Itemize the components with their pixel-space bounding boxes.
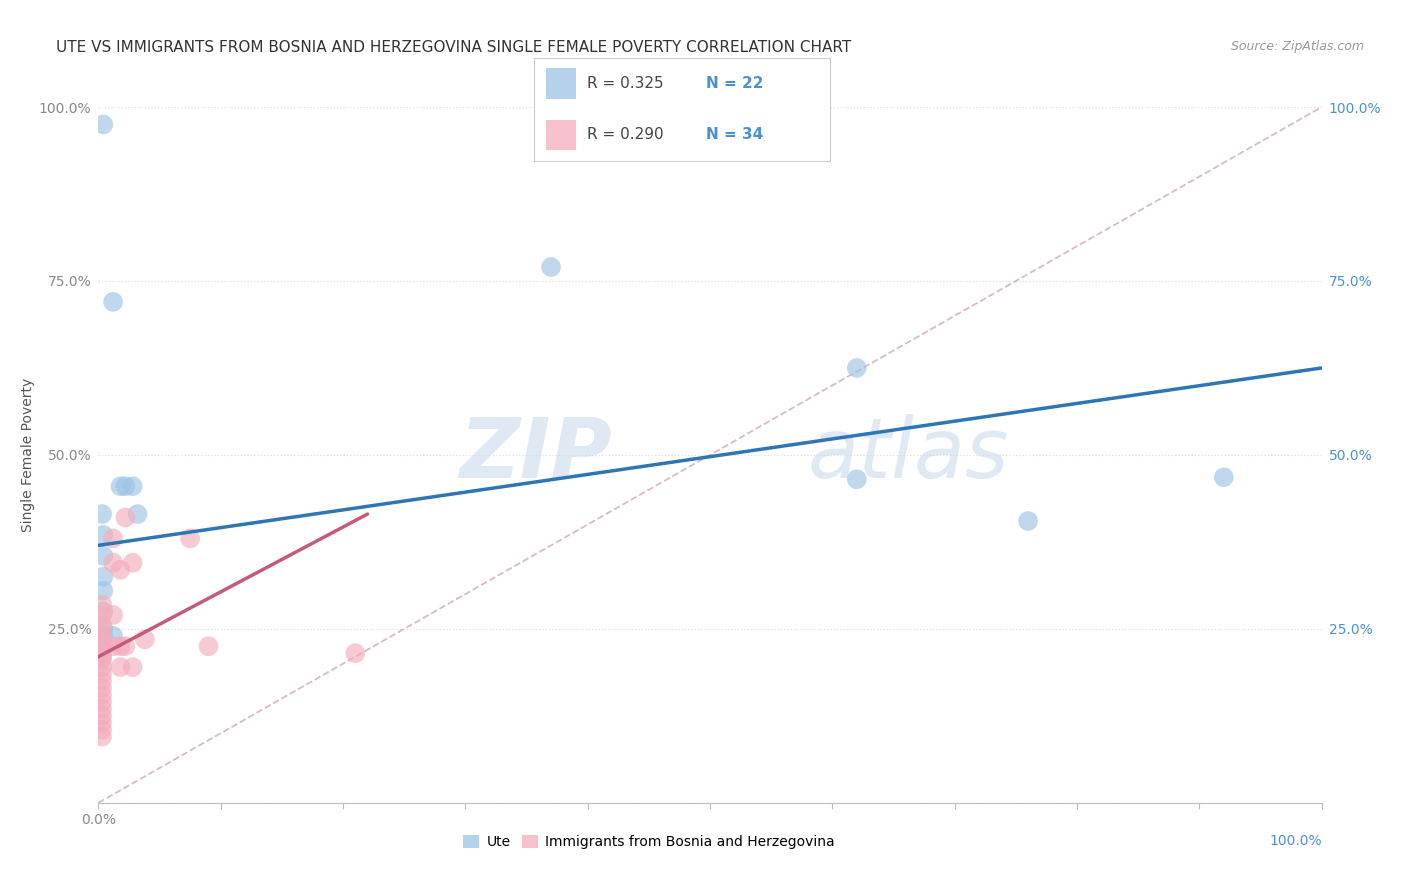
Point bbox=[91, 642, 114, 657]
Point bbox=[91, 681, 114, 695]
Legend: Ute, Immigrants from Bosnia and Herzegovina: Ute, Immigrants from Bosnia and Herzegov… bbox=[457, 830, 841, 855]
Point bbox=[845, 360, 868, 375]
Text: N = 34: N = 34 bbox=[706, 128, 763, 143]
Point bbox=[540, 260, 562, 274]
Point bbox=[197, 639, 219, 653]
Point bbox=[91, 605, 114, 619]
Point bbox=[91, 646, 114, 660]
Point bbox=[91, 625, 114, 640]
Point bbox=[114, 639, 136, 653]
Text: R = 0.290: R = 0.290 bbox=[588, 128, 664, 143]
Point bbox=[1017, 514, 1039, 528]
Point bbox=[101, 532, 124, 546]
Point bbox=[91, 688, 114, 702]
Point bbox=[91, 702, 114, 716]
FancyBboxPatch shape bbox=[546, 120, 575, 150]
Point bbox=[91, 653, 114, 667]
Point bbox=[121, 556, 143, 570]
Point bbox=[101, 629, 124, 643]
Text: N = 22: N = 22 bbox=[706, 76, 763, 91]
Point bbox=[91, 715, 114, 730]
Point bbox=[91, 598, 114, 612]
Point bbox=[101, 639, 124, 653]
Text: ZIP: ZIP bbox=[460, 415, 612, 495]
Point bbox=[344, 646, 367, 660]
Point bbox=[91, 507, 114, 521]
Point bbox=[91, 570, 114, 584]
Point bbox=[91, 667, 114, 681]
FancyBboxPatch shape bbox=[546, 69, 575, 99]
Point bbox=[121, 479, 143, 493]
Point bbox=[91, 723, 114, 737]
Point bbox=[91, 629, 114, 643]
Text: atlas: atlas bbox=[808, 415, 1010, 495]
Y-axis label: Single Female Poverty: Single Female Poverty bbox=[21, 378, 35, 532]
Text: 100.0%: 100.0% bbox=[1270, 834, 1322, 848]
Text: R = 0.325: R = 0.325 bbox=[588, 76, 664, 91]
Point bbox=[91, 639, 114, 653]
Point bbox=[101, 556, 124, 570]
Point bbox=[91, 695, 114, 709]
Point bbox=[91, 730, 114, 744]
Point bbox=[845, 472, 868, 486]
Point bbox=[127, 507, 149, 521]
Point bbox=[110, 563, 132, 577]
Point bbox=[114, 510, 136, 524]
Point bbox=[91, 528, 114, 542]
Point bbox=[114, 479, 136, 493]
Text: UTE VS IMMIGRANTS FROM BOSNIA AND HERZEGOVINA SINGLE FEMALE POVERTY CORRELATION : UTE VS IMMIGRANTS FROM BOSNIA AND HERZEG… bbox=[56, 40, 852, 55]
Point bbox=[134, 632, 156, 647]
Point bbox=[110, 639, 132, 653]
Point bbox=[101, 294, 124, 309]
Point bbox=[91, 674, 114, 689]
Point bbox=[91, 708, 114, 723]
Point bbox=[179, 532, 201, 546]
Point bbox=[101, 607, 124, 622]
Point bbox=[91, 622, 114, 636]
Point bbox=[91, 618, 114, 632]
Point bbox=[91, 649, 114, 664]
Point bbox=[91, 583, 114, 598]
Point bbox=[121, 660, 143, 674]
Point bbox=[91, 660, 114, 674]
Point bbox=[1212, 470, 1234, 484]
Text: Source: ZipAtlas.com: Source: ZipAtlas.com bbox=[1230, 40, 1364, 54]
Point bbox=[110, 479, 132, 493]
Point bbox=[91, 549, 114, 563]
Point bbox=[91, 117, 114, 131]
Point bbox=[91, 607, 114, 622]
Point bbox=[91, 632, 114, 647]
Point bbox=[110, 660, 132, 674]
